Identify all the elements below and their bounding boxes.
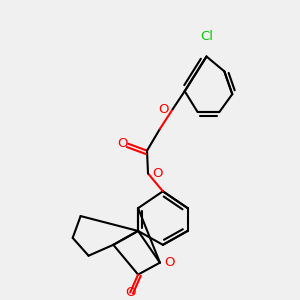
Text: O: O [125,286,135,299]
Text: O: O [164,256,175,269]
Text: O: O [152,167,163,180]
Text: O: O [158,103,168,116]
Text: Cl: Cl [200,30,213,43]
Text: O: O [118,137,128,150]
